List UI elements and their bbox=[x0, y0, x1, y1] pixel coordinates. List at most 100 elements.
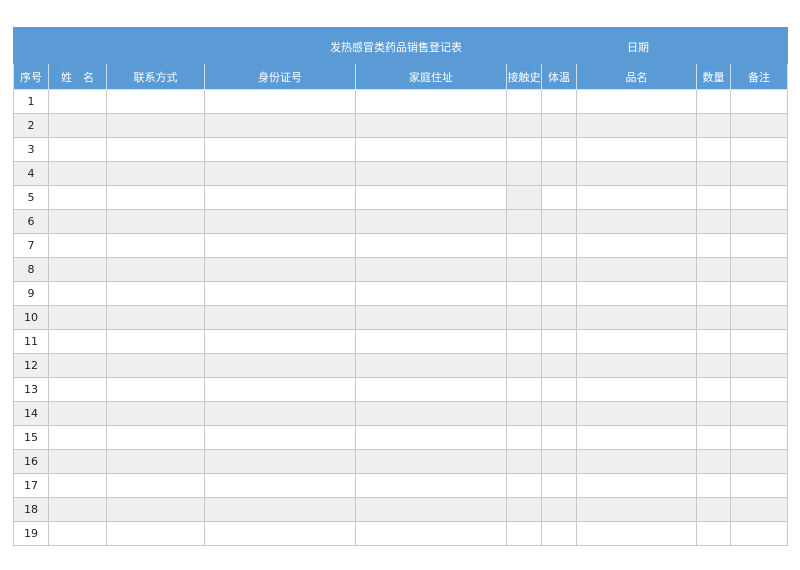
table-cell[interactable] bbox=[506, 209, 542, 234]
table-cell[interactable] bbox=[541, 449, 577, 474]
table-cell[interactable] bbox=[506, 185, 542, 210]
table-cell[interactable] bbox=[696, 305, 731, 330]
table-cell[interactable] bbox=[696, 329, 731, 354]
table-cell[interactable] bbox=[204, 521, 356, 546]
table-cell[interactable] bbox=[355, 353, 507, 378]
table-cell[interactable] bbox=[204, 137, 356, 162]
table-cell[interactable] bbox=[576, 281, 697, 306]
table-cell[interactable] bbox=[48, 137, 107, 162]
table-cell[interactable] bbox=[576, 521, 697, 546]
table-cell[interactable] bbox=[696, 233, 731, 258]
table-cell[interactable] bbox=[106, 257, 205, 282]
table-cell[interactable] bbox=[355, 233, 507, 258]
table-cell[interactable] bbox=[696, 113, 731, 138]
table-cell[interactable] bbox=[506, 497, 542, 522]
table-cell[interactable] bbox=[541, 497, 577, 522]
table-cell[interactable] bbox=[696, 257, 731, 282]
table-cell[interactable] bbox=[106, 305, 205, 330]
table-cell[interactable] bbox=[576, 233, 697, 258]
table-cell[interactable] bbox=[106, 89, 205, 114]
table-cell[interactable] bbox=[541, 209, 577, 234]
table-cell[interactable] bbox=[48, 161, 107, 186]
table-cell[interactable] bbox=[541, 257, 577, 282]
table-cell[interactable] bbox=[506, 233, 542, 258]
table-cell[interactable] bbox=[729, 377, 789, 402]
table-cell[interactable] bbox=[729, 401, 789, 426]
table-cell[interactable] bbox=[106, 137, 205, 162]
table-cell[interactable] bbox=[106, 497, 205, 522]
table-cell[interactable] bbox=[106, 185, 205, 210]
table-cell[interactable] bbox=[48, 185, 107, 210]
table-cell[interactable] bbox=[204, 233, 356, 258]
table-cell[interactable] bbox=[541, 161, 577, 186]
table-cell[interactable] bbox=[506, 305, 542, 330]
table-cell[interactable] bbox=[48, 209, 107, 234]
table-cell[interactable] bbox=[729, 473, 789, 498]
table-cell[interactable] bbox=[576, 329, 697, 354]
table-cell[interactable] bbox=[506, 377, 542, 402]
table-cell[interactable] bbox=[576, 377, 697, 402]
table-cell[interactable] bbox=[355, 497, 507, 522]
table-cell[interactable] bbox=[506, 113, 542, 138]
table-cell[interactable] bbox=[355, 89, 507, 114]
table-cell[interactable] bbox=[696, 425, 731, 450]
table-cell[interactable] bbox=[204, 209, 356, 234]
table-cell[interactable] bbox=[48, 113, 107, 138]
table-cell[interactable] bbox=[106, 425, 205, 450]
table-cell[interactable] bbox=[696, 353, 731, 378]
table-cell[interactable] bbox=[106, 281, 205, 306]
table-cell[interactable] bbox=[729, 305, 789, 330]
table-cell[interactable] bbox=[729, 233, 789, 258]
table-cell[interactable] bbox=[106, 401, 205, 426]
table-cell[interactable] bbox=[696, 161, 731, 186]
table-cell[interactable] bbox=[48, 281, 107, 306]
table-cell[interactable] bbox=[729, 257, 789, 282]
table-cell[interactable] bbox=[506, 449, 542, 474]
table-cell[interactable] bbox=[696, 209, 731, 234]
table-cell[interactable] bbox=[204, 353, 356, 378]
table-cell[interactable] bbox=[576, 161, 697, 186]
table-cell[interactable] bbox=[106, 233, 205, 258]
table-cell[interactable] bbox=[576, 305, 697, 330]
table-cell[interactable] bbox=[696, 401, 731, 426]
table-cell[interactable] bbox=[576, 449, 697, 474]
table-cell[interactable] bbox=[576, 401, 697, 426]
table-cell[interactable] bbox=[204, 401, 356, 426]
table-cell[interactable] bbox=[204, 449, 356, 474]
table-cell[interactable] bbox=[729, 137, 789, 162]
table-cell[interactable] bbox=[204, 497, 356, 522]
table-cell[interactable] bbox=[506, 89, 542, 114]
table-cell[interactable] bbox=[541, 233, 577, 258]
table-cell[interactable] bbox=[729, 329, 789, 354]
table-cell[interactable] bbox=[48, 521, 107, 546]
table-cell[interactable] bbox=[729, 89, 789, 114]
table-cell[interactable] bbox=[729, 425, 789, 450]
table-cell[interactable] bbox=[106, 113, 205, 138]
table-cell[interactable] bbox=[576, 425, 697, 450]
table-cell[interactable] bbox=[696, 89, 731, 114]
table-cell[interactable] bbox=[204, 425, 356, 450]
table-cell[interactable] bbox=[204, 305, 356, 330]
table-cell[interactable] bbox=[576, 89, 697, 114]
table-cell[interactable] bbox=[106, 473, 205, 498]
table-cell[interactable] bbox=[204, 473, 356, 498]
table-cell[interactable] bbox=[576, 137, 697, 162]
table-cell[interactable] bbox=[541, 377, 577, 402]
table-cell[interactable] bbox=[48, 89, 107, 114]
table-cell[interactable] bbox=[576, 353, 697, 378]
table-cell[interactable] bbox=[106, 209, 205, 234]
table-cell[interactable] bbox=[355, 281, 507, 306]
table-cell[interactable] bbox=[355, 113, 507, 138]
table-cell[interactable] bbox=[576, 209, 697, 234]
table-cell[interactable] bbox=[355, 377, 507, 402]
table-cell[interactable] bbox=[729, 521, 789, 546]
table-cell[interactable] bbox=[355, 449, 507, 474]
table-cell[interactable] bbox=[541, 329, 577, 354]
table-cell[interactable] bbox=[506, 401, 542, 426]
table-cell[interactable] bbox=[48, 449, 107, 474]
table-cell[interactable] bbox=[106, 449, 205, 474]
table-cell[interactable] bbox=[48, 401, 107, 426]
table-cell[interactable] bbox=[106, 353, 205, 378]
table-cell[interactable] bbox=[696, 449, 731, 474]
table-cell[interactable] bbox=[204, 161, 356, 186]
